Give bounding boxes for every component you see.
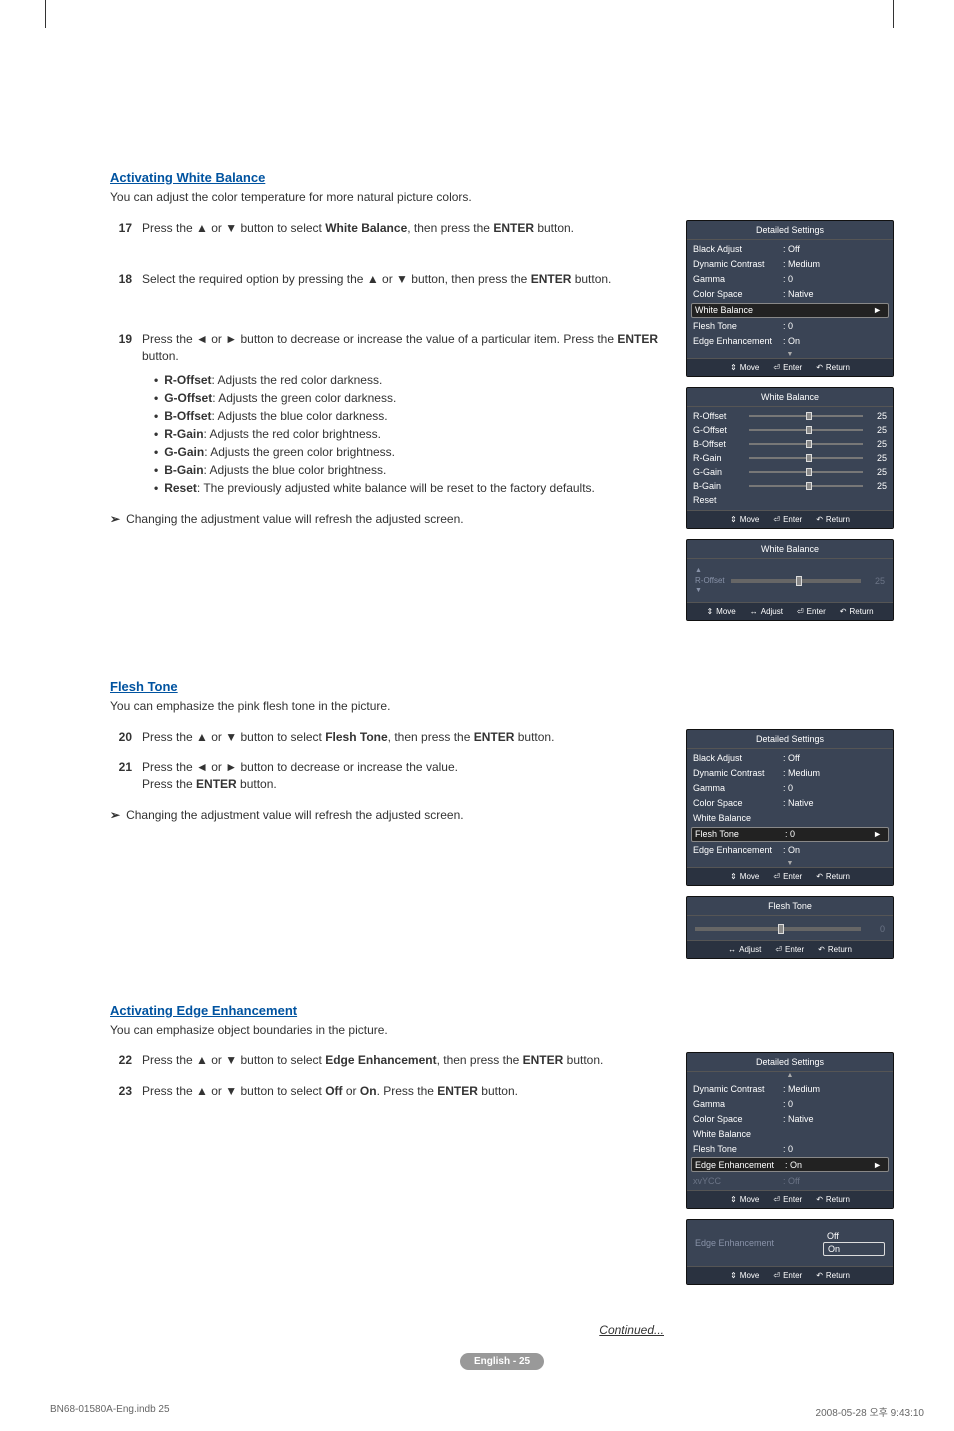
osd-title: White Balance — [687, 388, 893, 407]
osd-navigation-bar: Move Enter Return — [687, 1266, 893, 1284]
osd-title: Detailed Settings — [687, 221, 893, 240]
osd-menu-item[interactable]: Dynamic Contrast: Medium — [687, 766, 893, 781]
osd-navigation-bar: Move Enter Return — [687, 1190, 893, 1208]
section-title-edge: Activating Edge Enhancement — [110, 1003, 894, 1018]
bullet-item: •R-Gain: Adjusts the red color brightnes… — [154, 425, 668, 443]
bullet-item: •B-Offset: Adjusts the blue color darkne… — [154, 407, 668, 425]
crop-mark — [45, 0, 46, 28]
osd-menu-item[interactable]: White Balance — [687, 1126, 893, 1141]
osd-navigation-bar: Move Adjust Enter Return — [687, 602, 893, 620]
slider-track[interactable] — [695, 927, 861, 931]
step-number: 19 — [110, 331, 132, 497]
osd-slider-row[interactable]: B-Offset25 — [687, 437, 893, 451]
osd-white-balance-single: White Balance ▲ R-Offset 25 ▼ Move Adjus… — [686, 539, 894, 621]
intro-text: You can emphasize object boundaries in t… — [110, 1022, 894, 1039]
slider-thumb[interactable] — [778, 924, 784, 934]
bullet-item: •G-Offset: Adjusts the green color darkn… — [154, 389, 668, 407]
osd-slider-row[interactable]: B-Gain25 — [687, 479, 893, 493]
step-number: 18 — [110, 271, 132, 288]
slider-value: 0 — [867, 924, 885, 934]
osd-menu-item[interactable]: Gamma: 0 — [687, 1096, 893, 1111]
osd-title: Detailed Settings — [687, 730, 893, 749]
footer: BN68-01580A-Eng.indb 25 2008-05-28 오후 9:… — [0, 1400, 954, 1431]
step: 22 Press the ▲ or ▼ button to select Edg… — [110, 1052, 668, 1069]
osd-reset-item[interactable]: Reset — [687, 493, 893, 508]
scroll-down-icon: ▼ — [687, 860, 893, 867]
osd-detailed-settings: Detailed Settings ▲ Dynamic Contrast: Me… — [686, 1052, 894, 1209]
footer-right: 2008-05-28 오후 9:43:10 — [816, 1404, 924, 1419]
intro-text: You can adjust the color temperature for… — [110, 189, 894, 206]
step-number: 21 — [110, 759, 132, 793]
page-number: English - 25 — [460, 1353, 544, 1370]
osd-detailed-settings: Detailed Settings Black Adjust: OffDynam… — [686, 729, 894, 886]
osd-menu-item[interactable]: White Balance — [687, 811, 893, 826]
osd-slider-row[interactable]: R-Gain25 — [687, 451, 893, 465]
intro-text: You can emphasize the pink flesh tone in… — [110, 698, 894, 715]
step-number: 23 — [110, 1083, 132, 1100]
osd-menu-item[interactable]: Color Space: Native — [687, 796, 893, 811]
bullet-item: •R-Offset: Adjusts the red color darknes… — [154, 371, 668, 389]
osd-navigation-bar: Move Enter Return — [687, 867, 893, 885]
osd-menu-item[interactable]: Gamma: 0 — [687, 781, 893, 796]
osd-menu-item[interactable]: Dynamic Contrast: Medium — [687, 1081, 893, 1096]
note: ➢ Changing the adjustment value will ref… — [110, 807, 668, 824]
osd-slider-row[interactable]: G-Offset25 — [687, 423, 893, 437]
osd-detailed-settings: Detailed Settings Black Adjust: OffDynam… — [686, 220, 894, 377]
scroll-down-icon: ▼ — [687, 351, 893, 358]
slider-value: 25 — [867, 576, 885, 586]
osd-menu-item[interactable]: White Balance► — [691, 303, 889, 318]
step-number: 20 — [110, 729, 132, 746]
continued-label: Continued... — [110, 1323, 894, 1337]
osd-menu-item[interactable]: Edge Enhancement: On — [687, 334, 893, 349]
section-title-flesh-tone: Flesh Tone — [110, 679, 894, 694]
osd-slider-row[interactable]: G-Gain25 — [687, 465, 893, 479]
bullet-item: •G-Gain: Adjusts the green color brightn… — [154, 443, 668, 461]
osd-menu-item[interactable]: Black Adjust: Off — [687, 242, 893, 257]
osd-title: Flesh Tone — [687, 897, 893, 916]
step: 20 Press the ▲ or ▼ button to select Fle… — [110, 729, 668, 746]
osd-menu-item[interactable]: Color Space: Native — [687, 287, 893, 302]
option-item[interactable]: Off — [823, 1230, 885, 1242]
section-title-white-balance: Activating White Balance — [110, 170, 894, 185]
osd-slider-row[interactable]: R-Offset25 — [687, 409, 893, 423]
osd-menu-item[interactable]: xvYCC: Off — [687, 1173, 893, 1188]
option-label: Edge Enhancement — [695, 1238, 813, 1248]
step-number: 22 — [110, 1052, 132, 1069]
osd-white-balance-sliders: White Balance R-Offset25G-Offset25B-Offs… — [686, 387, 894, 529]
osd-flesh-tone-slider: Flesh Tone 0 Adjust Enter Return — [686, 896, 894, 959]
osd-title: White Balance — [687, 540, 893, 559]
bullet-item: •B-Gain: Adjusts the blue color brightne… — [154, 461, 668, 479]
scroll-up-icon: ▲ — [687, 1072, 893, 1079]
slider-track[interactable] — [731, 579, 861, 583]
footer-left: BN68-01580A-Eng.indb 25 — [50, 1404, 170, 1419]
osd-title: Detailed Settings — [687, 1053, 893, 1072]
osd-navigation-bar: Move Enter Return — [687, 358, 893, 376]
step-number: 17 — [110, 220, 132, 237]
osd-navigation-bar: Move Enter Return — [687, 510, 893, 528]
osd-menu-item[interactable]: Gamma: 0 — [687, 272, 893, 287]
option-item[interactable]: On — [823, 1242, 885, 1256]
osd-navigation-bar: Adjust Enter Return — [687, 940, 893, 958]
osd-menu-item[interactable]: Edge Enhancement: On — [687, 843, 893, 858]
slider-label: R-Offset — [695, 576, 725, 585]
step: 21 Press the ◄ or ► button to decrease o… — [110, 759, 668, 793]
osd-menu-item[interactable]: Color Space: Native — [687, 1111, 893, 1126]
step: 17 Press the ▲ or ▼ button to select Whi… — [110, 220, 668, 237]
note: ➢ Changing the adjustment value will ref… — [110, 511, 668, 528]
osd-menu-item[interactable]: Dynamic Contrast: Medium — [687, 257, 893, 272]
crop-mark — [893, 0, 894, 28]
osd-menu-item[interactable]: Flesh Tone: 0 — [687, 319, 893, 334]
osd-menu-item[interactable]: Flesh Tone: 0► — [691, 827, 889, 842]
osd-menu-item[interactable]: Black Adjust: Off — [687, 751, 893, 766]
bullet-list: •R-Offset: Adjusts the red color darknes… — [154, 371, 668, 497]
osd-menu-item[interactable]: Edge Enhancement: On► — [691, 1157, 889, 1172]
bullet-item: •Reset: The previously adjusted white ba… — [154, 479, 668, 497]
step: 19 Press the ◄ or ► button to decrease o… — [110, 331, 668, 497]
osd-menu-item[interactable]: Flesh Tone: 0 — [687, 1141, 893, 1156]
step: 18 Select the required option by pressin… — [110, 271, 668, 288]
osd-edge-option: Edge Enhancement OffOn Move Enter Return — [686, 1219, 894, 1285]
step: 23 Press the ▲ or ▼ button to select Off… — [110, 1083, 668, 1100]
slider-thumb[interactable] — [796, 576, 802, 586]
